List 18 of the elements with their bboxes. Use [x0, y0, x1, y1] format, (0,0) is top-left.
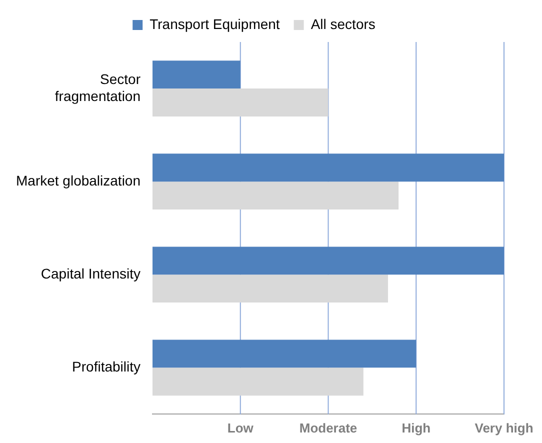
bar	[152, 368, 364, 396]
bar	[152, 60, 240, 89]
y-tick-label: Capital Intensity	[40, 265, 141, 282]
legend-label: All sectors	[310, 16, 376, 32]
ref-line-label: Moderate	[299, 420, 358, 436]
ref-line-label: Very high	[474, 420, 534, 436]
ref-line-label: High	[402, 420, 431, 436]
ref-line-label: Low	[227, 420, 254, 436]
bar	[152, 88, 328, 116]
bar	[152, 154, 504, 182]
y-tick-label: Sector fragmentation	[54, 70, 141, 104]
bar	[152, 274, 388, 303]
y-tick-label: Profitability	[72, 358, 141, 375]
y-tick-label: Market globalization	[16, 172, 141, 188]
legend-label: Transport Equipment	[150, 16, 280, 32]
bar	[152, 246, 504, 275]
bar	[152, 182, 399, 210]
bar	[152, 340, 416, 368]
